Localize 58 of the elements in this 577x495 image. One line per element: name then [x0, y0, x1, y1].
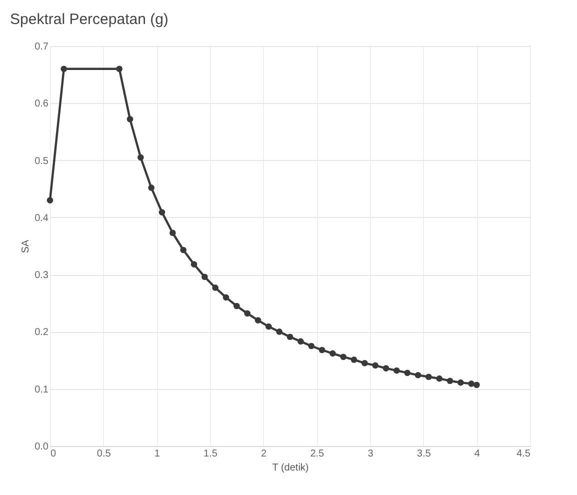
point [244, 310, 250, 317]
point [350, 356, 358, 363]
x-tick-label: 4 [474, 448, 480, 460]
point [180, 246, 186, 254]
x-tick-label: 3.5 [416, 448, 432, 460]
x-tick-label: 1.5 [204, 448, 218, 460]
point [158, 209, 166, 216]
point [286, 334, 294, 340]
x-tick-label: 1 [154, 448, 160, 460]
point [446, 378, 454, 384]
chart-title: Spektral Percepatan (g) [10, 11, 168, 28]
y-tick-label: 0.7 [34, 42, 49, 52]
point [234, 302, 240, 310]
x-tick-label: 0 [50, 448, 56, 460]
point [202, 274, 208, 280]
x-tick-label: 3 [368, 448, 374, 460]
y-tick-label: 0.0 [34, 442, 49, 452]
point [222, 294, 230, 301]
point [436, 375, 442, 382]
point [362, 360, 368, 366]
point [318, 346, 326, 354]
point [116, 66, 122, 72]
point [308, 342, 314, 350]
point [212, 284, 218, 291]
point [414, 372, 422, 378]
y-tick-label: 0.4 [34, 212, 49, 224]
point [426, 374, 432, 380]
point [148, 184, 154, 191]
point [372, 362, 378, 369]
point [46, 197, 54, 204]
point [382, 365, 390, 372]
x-tick-label: 2 [261, 448, 268, 460]
point [266, 323, 272, 330]
y-axis-title: SA [20, 240, 32, 254]
point [394, 367, 400, 374]
point [138, 154, 144, 161]
y-tick-label: 0.5 [34, 156, 49, 167]
point [458, 379, 464, 386]
point [298, 338, 304, 345]
y-tick-label: 0.6 [34, 98, 49, 110]
y-tick-label: 0.1 [34, 384, 49, 396]
point [190, 261, 198, 268]
x-tick-label: 4.5 [516, 448, 531, 460]
point [340, 354, 346, 360]
point [276, 328, 282, 335]
point [126, 116, 134, 122]
point [404, 370, 410, 376]
point [474, 382, 480, 388]
point [60, 66, 68, 72]
y-tick-label: 0.3 [34, 270, 49, 282]
point [468, 380, 474, 387]
point [170, 230, 176, 236]
y-tick-label: 0.2 [34, 327, 49, 338]
point [254, 317, 262, 324]
x-tick-label: 2.5 [310, 448, 325, 460]
point [330, 350, 336, 357]
x-tick-label: 0.5 [96, 448, 112, 460]
x-axis-title: T (detik) [272, 462, 309, 474]
